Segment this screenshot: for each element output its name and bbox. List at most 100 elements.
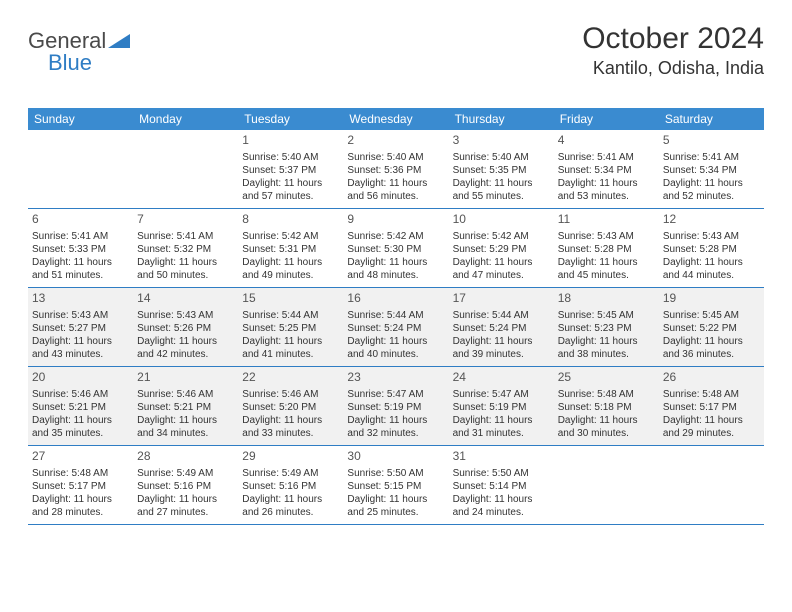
sunset-line: Sunset: 5:27 PM bbox=[32, 322, 129, 335]
daylight-line-2: and 50 minutes. bbox=[137, 269, 234, 282]
sunset-line: Sunset: 5:16 PM bbox=[242, 480, 339, 493]
day-header-cell: Monday bbox=[133, 108, 238, 130]
daylight-line-2: and 52 minutes. bbox=[663, 190, 760, 203]
sunset-line: Sunset: 5:34 PM bbox=[663, 164, 760, 177]
sunset-line: Sunset: 5:30 PM bbox=[347, 243, 444, 256]
day-cell: 11Sunrise: 5:43 AMSunset: 5:28 PMDayligh… bbox=[554, 209, 659, 287]
week-row: 20Sunrise: 5:46 AMSunset: 5:21 PMDayligh… bbox=[28, 367, 764, 446]
daylight-line-2: and 43 minutes. bbox=[32, 348, 129, 361]
sunset-line: Sunset: 5:34 PM bbox=[558, 164, 655, 177]
sunrise-line: Sunrise: 5:42 AM bbox=[347, 230, 444, 243]
day-cell: 19Sunrise: 5:45 AMSunset: 5:22 PMDayligh… bbox=[659, 288, 764, 366]
daylight-line-1: Daylight: 11 hours bbox=[347, 177, 444, 190]
sunrise-line: Sunrise: 5:43 AM bbox=[558, 230, 655, 243]
day-cell: 24Sunrise: 5:47 AMSunset: 5:19 PMDayligh… bbox=[449, 367, 554, 445]
day-number: 13 bbox=[32, 291, 129, 307]
day-cell: 28Sunrise: 5:49 AMSunset: 5:16 PMDayligh… bbox=[133, 446, 238, 524]
sunrise-line: Sunrise: 5:42 AM bbox=[242, 230, 339, 243]
daylight-line-2: and 57 minutes. bbox=[242, 190, 339, 203]
sunrise-line: Sunrise: 5:43 AM bbox=[137, 309, 234, 322]
day-number: 25 bbox=[558, 370, 655, 386]
sunset-line: Sunset: 5:19 PM bbox=[453, 401, 550, 414]
day-number: 18 bbox=[558, 291, 655, 307]
daylight-line-2: and 30 minutes. bbox=[558, 427, 655, 440]
day-cell: 3Sunrise: 5:40 AMSunset: 5:35 PMDaylight… bbox=[449, 130, 554, 208]
month-title: October 2024 bbox=[582, 22, 764, 56]
sunrise-line: Sunrise: 5:44 AM bbox=[242, 309, 339, 322]
day-number: 28 bbox=[137, 449, 234, 465]
day-cell: 12Sunrise: 5:43 AMSunset: 5:28 PMDayligh… bbox=[659, 209, 764, 287]
sunrise-line: Sunrise: 5:50 AM bbox=[347, 467, 444, 480]
daylight-line-1: Daylight: 11 hours bbox=[347, 256, 444, 269]
daylight-line-1: Daylight: 11 hours bbox=[32, 493, 129, 506]
day-cell: 18Sunrise: 5:45 AMSunset: 5:23 PMDayligh… bbox=[554, 288, 659, 366]
daylight-line-2: and 28 minutes. bbox=[32, 506, 129, 519]
sunset-line: Sunset: 5:24 PM bbox=[347, 322, 444, 335]
daylight-line-1: Daylight: 11 hours bbox=[453, 335, 550, 348]
day-cell: 20Sunrise: 5:46 AMSunset: 5:21 PMDayligh… bbox=[28, 367, 133, 445]
day-header-cell: Friday bbox=[554, 108, 659, 130]
sunrise-line: Sunrise: 5:48 AM bbox=[32, 467, 129, 480]
sunset-line: Sunset: 5:19 PM bbox=[347, 401, 444, 414]
sunrise-line: Sunrise: 5:46 AM bbox=[242, 388, 339, 401]
daylight-line-1: Daylight: 11 hours bbox=[558, 414, 655, 427]
day-cell-blank bbox=[28, 130, 133, 208]
day-number: 5 bbox=[663, 133, 760, 149]
daylight-line-2: and 26 minutes. bbox=[242, 506, 339, 519]
sunrise-line: Sunrise: 5:48 AM bbox=[663, 388, 760, 401]
daylight-line-1: Daylight: 11 hours bbox=[32, 414, 129, 427]
sunrise-line: Sunrise: 5:50 AM bbox=[453, 467, 550, 480]
daylight-line-1: Daylight: 11 hours bbox=[137, 335, 234, 348]
daylight-line-1: Daylight: 11 hours bbox=[453, 493, 550, 506]
day-cell: 4Sunrise: 5:41 AMSunset: 5:34 PMDaylight… bbox=[554, 130, 659, 208]
day-number: 12 bbox=[663, 212, 760, 228]
header-right: October 2024 Kantilo, Odisha, India bbox=[582, 22, 764, 79]
week-row: 13Sunrise: 5:43 AMSunset: 5:27 PMDayligh… bbox=[28, 288, 764, 367]
sunset-line: Sunset: 5:14 PM bbox=[453, 480, 550, 493]
daylight-line-1: Daylight: 11 hours bbox=[137, 414, 234, 427]
sunset-line: Sunset: 5:35 PM bbox=[453, 164, 550, 177]
sunrise-line: Sunrise: 5:43 AM bbox=[32, 309, 129, 322]
day-number: 21 bbox=[137, 370, 234, 386]
day-cell: 13Sunrise: 5:43 AMSunset: 5:27 PMDayligh… bbox=[28, 288, 133, 366]
day-cell: 23Sunrise: 5:47 AMSunset: 5:19 PMDayligh… bbox=[343, 367, 448, 445]
sunset-line: Sunset: 5:33 PM bbox=[32, 243, 129, 256]
daylight-line-2: and 35 minutes. bbox=[32, 427, 129, 440]
sunrise-line: Sunrise: 5:46 AM bbox=[137, 388, 234, 401]
day-cell: 14Sunrise: 5:43 AMSunset: 5:26 PMDayligh… bbox=[133, 288, 238, 366]
daylight-line-1: Daylight: 11 hours bbox=[347, 414, 444, 427]
sunset-line: Sunset: 5:21 PM bbox=[137, 401, 234, 414]
sunrise-line: Sunrise: 5:42 AM bbox=[453, 230, 550, 243]
day-number: 2 bbox=[347, 133, 444, 149]
daylight-line-2: and 27 minutes. bbox=[137, 506, 234, 519]
day-number: 20 bbox=[32, 370, 129, 386]
day-cell-blank bbox=[659, 446, 764, 524]
day-number: 6 bbox=[32, 212, 129, 228]
daylight-line-2: and 44 minutes. bbox=[663, 269, 760, 282]
daylight-line-1: Daylight: 11 hours bbox=[347, 335, 444, 348]
day-cell: 27Sunrise: 5:48 AMSunset: 5:17 PMDayligh… bbox=[28, 446, 133, 524]
sunrise-line: Sunrise: 5:45 AM bbox=[558, 309, 655, 322]
sunrise-line: Sunrise: 5:46 AM bbox=[32, 388, 129, 401]
day-cell: 31Sunrise: 5:50 AMSunset: 5:14 PMDayligh… bbox=[449, 446, 554, 524]
sunrise-line: Sunrise: 5:49 AM bbox=[137, 467, 234, 480]
daylight-line-1: Daylight: 11 hours bbox=[242, 414, 339, 427]
daylight-line-1: Daylight: 11 hours bbox=[453, 177, 550, 190]
sunrise-line: Sunrise: 5:40 AM bbox=[242, 151, 339, 164]
sunset-line: Sunset: 5:36 PM bbox=[347, 164, 444, 177]
calendar: SundayMondayTuesdayWednesdayThursdayFrid… bbox=[28, 108, 764, 525]
day-cell: 16Sunrise: 5:44 AMSunset: 5:24 PMDayligh… bbox=[343, 288, 448, 366]
daylight-line-1: Daylight: 11 hours bbox=[453, 414, 550, 427]
sunrise-line: Sunrise: 5:44 AM bbox=[453, 309, 550, 322]
sunset-line: Sunset: 5:22 PM bbox=[663, 322, 760, 335]
day-cell-blank bbox=[133, 130, 238, 208]
day-cell: 22Sunrise: 5:46 AMSunset: 5:20 PMDayligh… bbox=[238, 367, 343, 445]
day-cell-blank bbox=[554, 446, 659, 524]
location: Kantilo, Odisha, India bbox=[582, 58, 764, 79]
sunset-line: Sunset: 5:17 PM bbox=[32, 480, 129, 493]
day-cell: 17Sunrise: 5:44 AMSunset: 5:24 PMDayligh… bbox=[449, 288, 554, 366]
daylight-line-2: and 32 minutes. bbox=[347, 427, 444, 440]
daylight-line-2: and 39 minutes. bbox=[453, 348, 550, 361]
day-number: 11 bbox=[558, 212, 655, 228]
day-cell: 2Sunrise: 5:40 AMSunset: 5:36 PMDaylight… bbox=[343, 130, 448, 208]
